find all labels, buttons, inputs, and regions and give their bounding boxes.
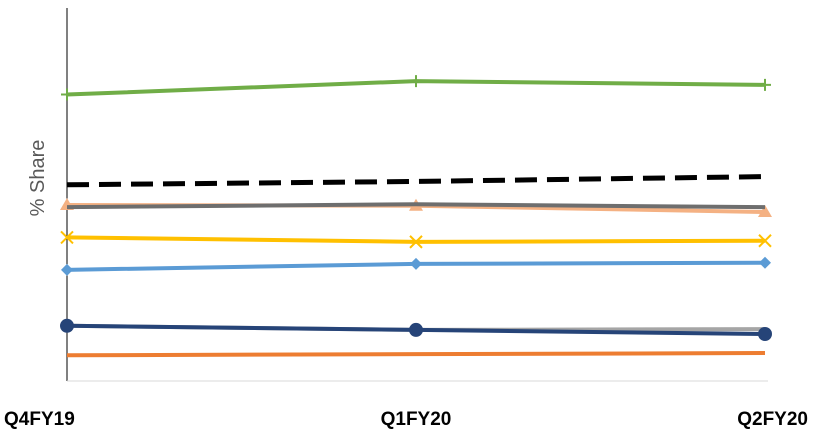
series-5 [60,230,772,249]
x-tick-label-2: Q1FY20 [381,409,452,430]
series-4 [66,202,766,210]
series-layer [60,75,772,358]
series-5-point-2 [409,235,423,249]
x-tick-labels: Q4FY19 Q1FY20 Q2FY20 [4,409,808,430]
y-axis-title: % Share [27,140,49,217]
series-1-point-3 [759,78,771,91]
series-5-point-1 [60,230,74,245]
series-6-point-1 [61,263,73,276]
x-tick-label-3: Q2FY20 [737,409,808,430]
series-1 [61,75,771,101]
x-tick-label-1: Q4FY19 [4,409,75,430]
series-2-line [66,174,766,188]
series-8 [60,318,772,342]
series-6-point-3 [759,256,771,269]
series-5-point-3 [758,234,772,248]
series-3-point-3 [758,205,772,218]
series-9-line [66,351,766,358]
series-1-point-1 [61,88,73,101]
series-9 [66,351,766,358]
series-1-point-2 [410,75,422,88]
series-8-point-3 [758,327,772,342]
series-2 [66,174,766,188]
series-6 [61,256,771,276]
series-8-point-1 [60,318,74,333]
series-8-point-2 [409,322,423,337]
series-4-line [66,202,766,210]
series-6-point-2 [410,257,422,270]
